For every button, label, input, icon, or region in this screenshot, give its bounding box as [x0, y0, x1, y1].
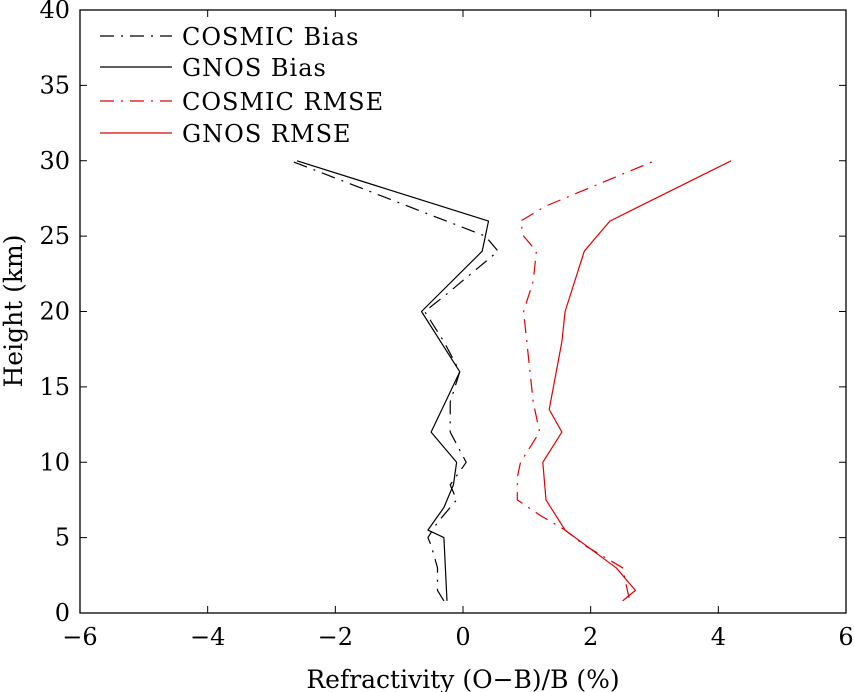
x-axis-title: Refractivity (O−B)/B (%)	[306, 665, 619, 692]
legend-label-gnos-bias: GNOS Bias	[182, 54, 327, 82]
y-tick-label: 10	[39, 448, 70, 476]
series-line-gnos-rmse	[542, 160, 732, 602]
y-tick-label: 5	[55, 524, 70, 552]
series-line-cosmic-bias	[290, 160, 499, 602]
series-layer	[290, 160, 732, 602]
legend-label-cosmic-bias: COSMIC Bias	[182, 23, 359, 51]
y-tick-label: 25	[39, 222, 70, 250]
x-tick-label: −4	[190, 623, 225, 651]
x-tick-label: 0	[455, 623, 470, 651]
y-tick-label: 30	[39, 147, 70, 175]
y-tick-label: 20	[39, 298, 70, 326]
y-tick-label: 35	[39, 71, 70, 99]
y-tick-label: 0	[55, 599, 70, 627]
legend-label-cosmic-rmse: COSMIC RMSE	[182, 88, 384, 116]
x-tick-label: 6	[838, 623, 853, 651]
x-tick-label: −6	[62, 623, 97, 651]
x-tick-label: 2	[583, 623, 598, 651]
y-tick-label: 40	[39, 0, 70, 24]
plot-area	[79, 9, 847, 614]
legend: COSMIC Bias GNOS Bias COSMIC RMSE GNOS R…	[100, 23, 384, 148]
y-axis-title: Height (km)	[0, 234, 28, 387]
tick-labels: −6 −4 −2 0 2 4 6 0 5 10 15 20 25 30 35 40	[39, 0, 853, 651]
x-tick-label: −2	[318, 623, 353, 651]
y-tick-label: 15	[39, 373, 70, 401]
x-tick-label: 4	[711, 623, 726, 651]
axis-ticks	[79, 9, 847, 614]
series-line-cosmic-rmse	[516, 160, 655, 599]
series-line-gnos-bias	[296, 160, 490, 601]
legend-label-gnos-rmse: GNOS RMSE	[182, 120, 352, 148]
